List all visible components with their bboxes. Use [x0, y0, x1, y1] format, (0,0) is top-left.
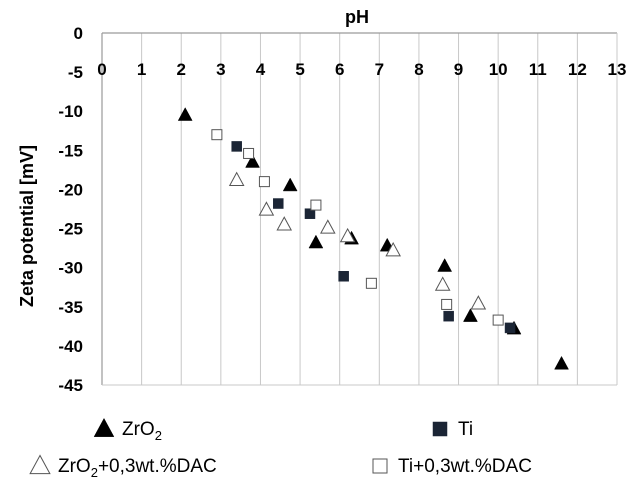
- legend-label: ZrO2+0,3wt.%DAC: [58, 456, 217, 480]
- scatter-point: [308, 234, 324, 249]
- x-tick-label: 10: [489, 60, 508, 79]
- x-tick-label: 9: [454, 60, 463, 79]
- y-tick-labels: 0 -5 -10 -15 -20 -25 -30 -35 -40 -45: [58, 24, 83, 395]
- y-axis-title: Zeta potential [mV]: [17, 145, 37, 307]
- scatter-point: [282, 177, 298, 192]
- legend: ZrO2 Ti ZrO2+0,3wt.%DAC Ti+0,3wt.%DAC: [29, 417, 532, 480]
- scatter-point: [338, 271, 349, 282]
- scatter-point: [304, 208, 316, 219]
- scatter-point: [434, 276, 451, 291]
- y-tick-label: -15: [58, 141, 83, 160]
- y-tick-label: -5: [68, 63, 83, 82]
- scatter-point: [339, 227, 356, 243]
- x-tick-label: 6: [335, 60, 344, 79]
- scatter-point: [385, 241, 401, 257]
- scatter-point: [273, 198, 284, 209]
- x-tick-label: 13: [608, 60, 627, 79]
- scatter-point: [554, 355, 569, 370]
- x-axis-title: pH: [345, 7, 369, 27]
- scatter-point: [258, 201, 275, 216]
- y-tick-label: -40: [58, 337, 83, 356]
- legend-label: Ti+0,3wt.%DAC: [398, 456, 532, 477]
- scatter-point: [211, 129, 223, 141]
- scatter-point: [320, 219, 336, 234]
- y-tick-label: -30: [58, 259, 83, 278]
- x-tick-label: 8: [414, 60, 423, 79]
- scatter-point: [177, 107, 193, 121]
- scatter-point: [258, 176, 270, 188]
- scatter-point: [245, 154, 260, 168]
- scatter-point: [437, 258, 453, 272]
- x-tick-label: 11: [529, 60, 547, 79]
- y-tick-label: -45: [58, 376, 83, 395]
- y-tick-label: -35: [58, 298, 83, 317]
- scatter-point: [470, 295, 487, 310]
- x-tick-label: 0: [97, 60, 106, 79]
- scatter-point: [492, 314, 504, 326]
- scatter-point: [365, 277, 377, 289]
- scatter-point: [276, 216, 293, 231]
- grid-lines: [141, 33, 618, 385]
- y-tick-label: 0: [74, 24, 83, 43]
- scatter-point: [228, 171, 245, 186]
- x-tick-label: 5: [295, 60, 304, 79]
- scatter-point: [93, 417, 115, 437]
- axes: [101, 32, 618, 386]
- x-tick-label: 4: [256, 60, 266, 79]
- x-tick-labels: 0 1 2 3 4 5 6 7 8 9 10 11 12 13: [97, 60, 626, 79]
- x-tick-label: 12: [568, 60, 587, 79]
- scatter-point: [310, 199, 322, 211]
- x-tick-label: 2: [176, 60, 185, 79]
- scatter-point: [441, 298, 453, 310]
- scatter-point: [443, 310, 454, 322]
- data-points: [177, 107, 569, 370]
- scatter-point: [504, 322, 516, 334]
- y-tick-label: -25: [58, 220, 83, 239]
- scatter-point: [432, 421, 448, 437]
- x-tick-label: 3: [216, 60, 225, 79]
- y-tick-label: -10: [58, 102, 83, 121]
- scatter-point: [231, 141, 242, 152]
- scatter-point: [29, 454, 51, 475]
- x-tick-label: 7: [375, 60, 384, 79]
- y-tick-label: -20: [58, 180, 83, 199]
- legend-label: Ti: [458, 419, 473, 440]
- legend-label: ZrO2: [122, 419, 162, 443]
- scatter-point: [243, 147, 255, 159]
- scatter-point: [463, 308, 478, 322]
- x-tick-label: 1: [137, 60, 146, 79]
- scatter-point: [372, 458, 388, 474]
